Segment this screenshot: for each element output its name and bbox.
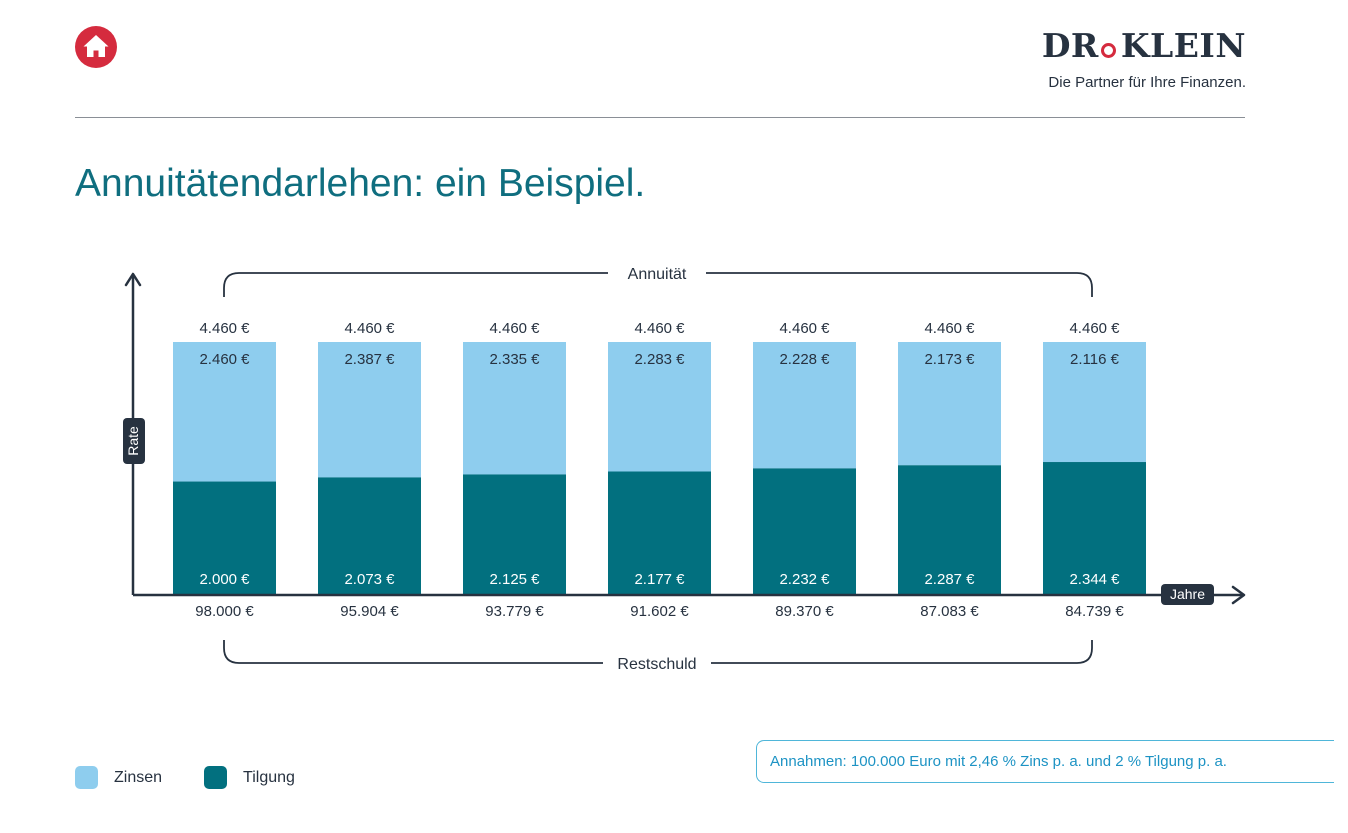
brand-name-part1: DR [1041,26,1099,65]
assumptions-note: Annahmen: 100.000 Euro mit 2,46 % Zins p… [756,740,1334,783]
bar-zinsen [1043,342,1146,463]
tilgung-value-label: 2.177 € [634,571,685,588]
brand-logo: DR KLEIN Die Partner für Ihre Finanzen. [1042,28,1246,92]
zinsen-value-label: 2.228 € [779,351,830,368]
home-icon [83,35,109,57]
legend-label-zinsen: Zinsen [114,768,163,786]
restschuld-brace-right [711,640,1093,664]
zinsen-value-label: 2.460 € [199,351,250,368]
header-divider [75,117,1245,118]
annuity-brace-right [706,272,1093,297]
restschuld-label: 91.602 € [630,603,689,620]
bar-tilgung [753,468,856,595]
x-axis-arrow-icon [1231,585,1246,605]
legend-item-zinsen: Zinsen [75,766,162,789]
legend-item-tilgung: Tilgung [204,766,295,789]
bar-tilgung [608,471,711,595]
x-axis-label: Jahre [1170,586,1205,602]
y-axis-arrow-icon [124,272,142,287]
home-button[interactable] [75,26,117,68]
tilgung-value-label: 2.287 € [924,571,975,588]
annuity-label: 4.460 € [489,320,540,337]
bar-zinsen [898,342,1001,466]
tilgung-value-label: 2.344 € [1069,571,1120,588]
annuity-label: 4.460 € [344,320,395,337]
zinsen-value-label: 2.116 € [1070,351,1120,368]
restschuld-label: 87.083 € [920,603,979,620]
restschuld-brace-left [223,640,603,664]
annuity-brace-label: Annuität [628,266,687,283]
bar-zinsen [318,342,421,478]
legend-swatch-zinsen [75,766,98,789]
bar-tilgung [463,474,566,595]
restschuld-label: 95.904 € [340,603,399,620]
bar-tilgung [318,477,421,595]
bar-tilgung [173,481,276,595]
brand-name-part2: KLEIN [1120,26,1246,65]
brand-dot-icon [1100,43,1116,58]
annuity-label: 4.460 € [779,320,830,337]
tilgung-value-label: 2.000 € [199,571,250,588]
bar-tilgung [898,465,1001,595]
restschuld-label: 98.000 € [195,603,254,620]
bar-zinsen [608,342,711,472]
y-axis-label-pill [123,418,145,464]
assumptions-text: Annahmen: 100.000 Euro mit 2,46 % Zins p… [770,753,1227,770]
restschuld-label: 84.739 € [1065,603,1124,620]
annuity-label: 4.460 € [634,320,685,337]
restschuld-label: 89.370 € [775,603,834,620]
bar-tilgung [1043,462,1146,595]
annuity-brace-left [223,272,608,297]
x-axis-label-pill [1161,584,1214,605]
zinsen-value-label: 2.173 € [924,351,975,368]
brand-tagline: Die Partner für Ihre Finanzen. [1048,74,1246,91]
restschuld-brace-label: Restschuld [617,656,696,673]
bar-zinsen [753,342,856,469]
tilgung-value-label: 2.125 € [489,571,540,588]
bar-zinsen [173,342,276,482]
bar-zinsen [463,342,566,475]
annuity-label: 4.460 € [199,320,250,337]
restschuld-label: 93.779 € [485,603,544,620]
legend: Zinsen Tilgung [75,766,337,789]
annuity-label: 4.460 € [1069,320,1120,337]
legend-label-tilgung: Tilgung [243,768,295,786]
zinsen-value-label: 2.335 € [489,351,540,368]
annuity-label: 4.460 € [924,320,975,337]
tilgung-value-label: 2.073 € [344,571,395,588]
zinsen-value-label: 2.283 € [634,351,685,368]
page-title: Annuitätendarlehen: ein Beispiel. [75,162,646,205]
brand-name: DR KLEIN [1042,28,1246,64]
legend-swatch-tilgung [204,766,228,789]
y-axis-label: Rate [125,426,141,456]
tilgung-value-label: 2.232 € [779,571,830,588]
zinsen-value-label: 2.387 € [344,351,395,368]
